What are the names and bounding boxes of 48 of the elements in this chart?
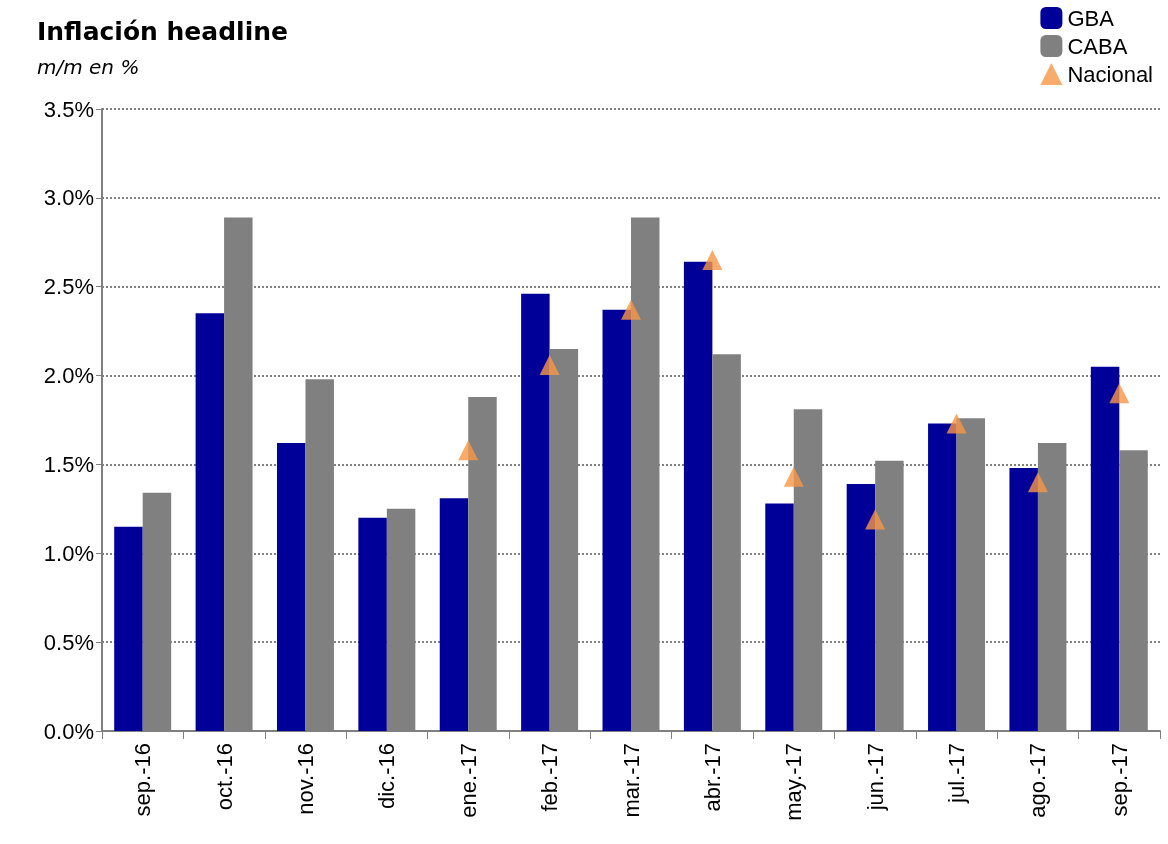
x-tick-label: dic.-16 bbox=[374, 743, 400, 810]
chart-subtitle: m/m en % bbox=[37, 55, 140, 79]
bar bbox=[521, 293, 550, 731]
bar bbox=[1009, 467, 1038, 731]
x-tick-label: may.-17 bbox=[781, 743, 807, 821]
bar bbox=[765, 503, 794, 731]
x-tick-label: sep.-16 bbox=[130, 743, 156, 817]
bar bbox=[439, 498, 469, 731]
y-tick-label: 3.0% bbox=[43, 185, 94, 211]
point bbox=[458, 440, 479, 461]
legend-label: Nacional bbox=[1067, 61, 1153, 87]
point bbox=[702, 250, 723, 271]
x-tick-label: ago.-17 bbox=[1025, 743, 1051, 818]
y-tick-label: 0.0% bbox=[43, 718, 94, 744]
y-tick-label: 2.5% bbox=[43, 274, 94, 300]
point bbox=[621, 299, 641, 320]
y-tick-label: 1.0% bbox=[43, 540, 94, 566]
point bbox=[865, 509, 886, 530]
bar bbox=[1090, 366, 1120, 731]
x-tick-label: mar.-17 bbox=[618, 743, 644, 818]
bar bbox=[602, 309, 631, 731]
bar bbox=[846, 483, 876, 731]
x-tick-label: sep.-17 bbox=[1106, 743, 1132, 817]
bar bbox=[683, 261, 713, 731]
point bbox=[1109, 383, 1130, 404]
legend-label: CABA bbox=[1067, 33, 1128, 59]
legend-label: GBA bbox=[1067, 5, 1115, 31]
point bbox=[946, 413, 967, 434]
bar bbox=[276, 443, 306, 731]
x-tick-label: oct.-16 bbox=[211, 743, 237, 811]
point bbox=[783, 466, 804, 487]
x-tick-label: feb.-17 bbox=[537, 743, 563, 812]
bar bbox=[928, 423, 957, 731]
chart-title: Inflación headline bbox=[37, 17, 288, 46]
bar bbox=[114, 526, 143, 731]
point bbox=[1027, 472, 1048, 493]
x-tick-label: jul.-17 bbox=[944, 743, 970, 804]
bar bbox=[358, 517, 387, 731]
x-tick-label: nov.-16 bbox=[292, 743, 318, 815]
x-tick-label: abr.-17 bbox=[699, 743, 725, 812]
y-tick-label: 0.5% bbox=[43, 629, 94, 655]
x-tick-label: jun.-17 bbox=[862, 743, 888, 812]
point bbox=[539, 354, 560, 375]
x-tick-label: ene.-17 bbox=[455, 743, 481, 818]
bar bbox=[195, 313, 225, 731]
y-tick-label: 1.5% bbox=[43, 451, 94, 477]
y-tick-label: 2.0% bbox=[43, 363, 94, 389]
y-tick-label: 3.5% bbox=[43, 96, 94, 122]
